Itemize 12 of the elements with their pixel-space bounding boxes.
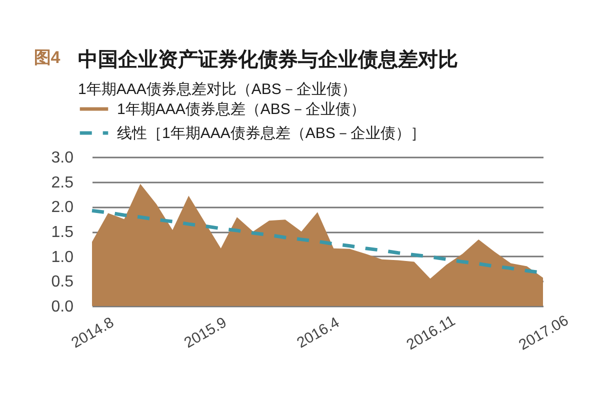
caption: 图4 [34,48,61,67]
legend-label: 1年期AAA债券息差（ABS－企业债） [117,101,366,118]
legend-label: 线性［1年期AAA债券息差（ABS－企业债）］ [117,125,426,142]
y-tick-label: 2.0 [51,199,74,216]
chart-subtitle: 1年期AAA债券息差对比（ABS－企业债） [78,81,356,98]
y-tick-label: 2.5 [51,174,74,192]
y-tick-label: 1.0 [51,248,74,266]
y-tick-label: 1.5 [51,224,74,241]
y-tick-label: 0.5 [51,274,74,291]
y-tick-label: 0.0 [51,298,74,316]
chart-title: 中国企业资产证券化债券与企业债息差对比 [78,48,458,71]
y-tick-label: 3.0 [51,150,74,166]
